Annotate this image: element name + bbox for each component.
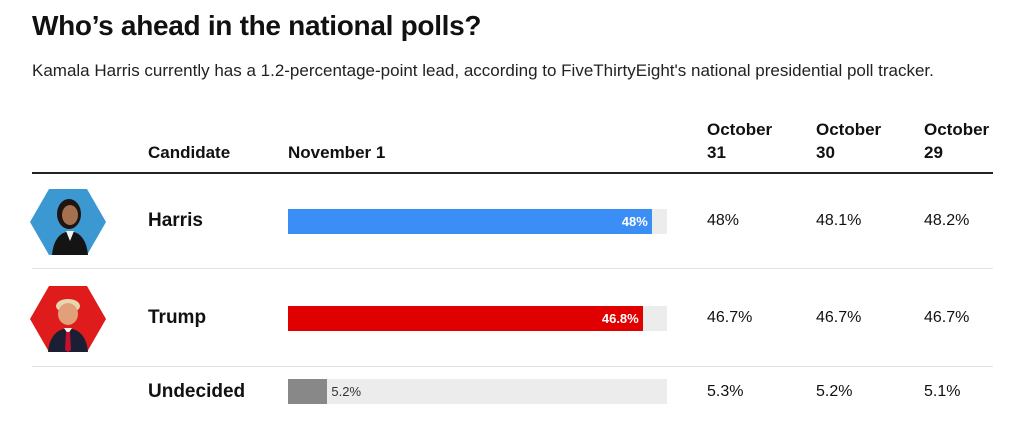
header-october-31: October 31 <box>707 120 773 162</box>
poll-bar-track: 5.2% <box>288 379 667 404</box>
value-october-29: 5.1% <box>924 383 961 400</box>
candidate-name: Undecided <box>148 381 246 402</box>
poll-bar-track: 46.8% <box>288 306 667 331</box>
poll-bar-track: 48% <box>288 209 667 234</box>
chart-title: Who’s ahead in the national polls? <box>32 10 482 41</box>
poll-bar-undecided <box>288 379 328 404</box>
value-october-29: 48.2% <box>924 212 970 229</box>
value-october-31: 5.3% <box>707 383 744 400</box>
value-october-31: 46.7% <box>707 309 753 326</box>
header-november-1: November 1 <box>288 143 386 162</box>
value-october-30: 46.7% <box>816 309 862 326</box>
harris-avatar <box>30 189 106 255</box>
row-divider <box>32 366 993 367</box>
poll-bar-label-undecided: 5.2% <box>331 384 362 399</box>
candidate-name: Harris <box>148 210 203 231</box>
poll-bar-harris <box>288 209 652 234</box>
header-candidate: Candidate <box>148 143 231 162</box>
row-divider <box>32 268 993 269</box>
candidate-name: Trump <box>148 307 207 328</box>
poll-bar-trump <box>288 306 643 331</box>
value-october-30: 48.1% <box>816 212 862 229</box>
poll-bar-label-trump: 46.8% <box>601 311 639 326</box>
header-october-30: October 30 <box>816 120 882 162</box>
value-october-29: 46.7% <box>924 309 970 326</box>
header-divider <box>32 172 993 174</box>
value-october-31: 48% <box>707 212 740 229</box>
trump-avatar <box>30 286 106 352</box>
header-october-29: October 29 <box>924 120 990 162</box>
value-october-30: 5.2% <box>816 383 853 400</box>
poll-bar-label-harris: 48% <box>621 214 648 229</box>
chart-subtitle: Kamala Harris currently has a 1.2-percen… <box>32 61 934 80</box>
